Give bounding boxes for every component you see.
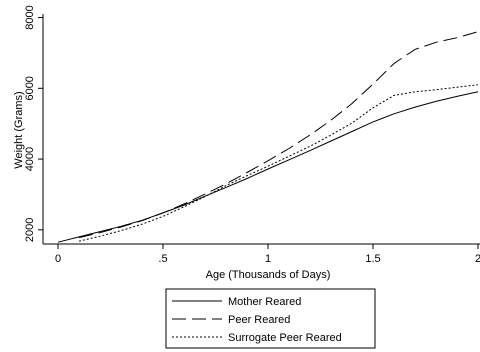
x-tick-label: 2 — [475, 253, 480, 265]
series-line-mother-reared — [57, 91, 479, 243]
legend-label: Peer Reared — [228, 314, 290, 326]
x-axis-title: Age (Thousands of Days) — [206, 269, 331, 281]
y-axis-title: Weight (Grams) — [13, 91, 25, 168]
y-tick-label: 4000 — [24, 147, 36, 171]
legend-label: Surrogate Peer Reared — [228, 332, 342, 344]
y-tick-label: 8000 — [24, 5, 36, 29]
y-axis-ticks: 2000 4000 6000 8000 — [24, 5, 43, 242]
y-tick-label: 6000 — [24, 76, 36, 100]
series-line-peer-reared — [78, 31, 479, 239]
series-layer — [57, 31, 479, 243]
legend: Mother Reared Peer Reared Surrogate Peer R… — [165, 288, 376, 349]
x-tick-label: 0 — [55, 253, 61, 265]
x-tick-label: .5 — [158, 253, 167, 265]
x-tick-label: 1.5 — [365, 253, 380, 265]
x-axis-ticks: 0 .5 1 1.5 2 — [55, 244, 480, 265]
x-tick-label: 1 — [265, 253, 271, 265]
legend-items: Mother Reared Peer Reared Surrogate Peer R… — [172, 296, 342, 344]
legend-label: Mother Reared — [228, 296, 301, 308]
y-tick-label: 2000 — [24, 218, 36, 242]
series-line-surrogate-peer-reared — [78, 84, 479, 242]
